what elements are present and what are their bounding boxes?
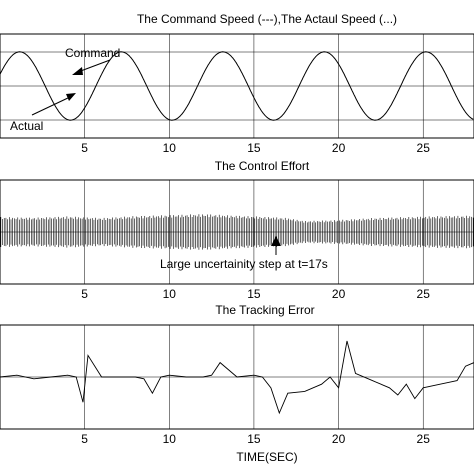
panel1-arrowhead-command — [72, 67, 83, 75]
panel1-xtick-label: 25 — [417, 141, 431, 155]
panel2-arrowhead — [271, 236, 281, 246]
panel3-error-line — [0, 340, 474, 415]
panel2-xtick-label: 25 — [417, 287, 431, 301]
panel3-xlabel: TIME(SEC) — [236, 450, 297, 464]
panel3-frame — [0, 324, 474, 430]
panel1-frame — [0, 33, 474, 139]
panel1-grid — [0, 34, 474, 138]
panel3-xticks: 5 10 15 20 25 — [81, 432, 430, 446]
panel1-xtick-label: 15 — [247, 141, 261, 155]
panel2-title: The Control Effort — [215, 159, 310, 173]
panel2-xticks: 5 10 15 20 25 — [81, 287, 430, 301]
panel1-arrowhead-actual — [66, 93, 76, 101]
panel3-xtick-label: 20 — [332, 432, 346, 446]
panel1-annotation-command: Command — [65, 46, 120, 60]
panel1-plot — [0, 33, 474, 139]
panel3-plot — [0, 324, 474, 430]
panel3-xtick-label: 15 — [247, 432, 261, 446]
panel3-xtick-label: 10 — [163, 432, 177, 446]
panel2-xtick-label: 20 — [332, 287, 346, 301]
panel2-annotation: Large uncertainity step at t=17s — [160, 257, 328, 271]
panel1-annotation-actual: Actual — [10, 119, 43, 133]
panel1-xtick-label: 20 — [332, 141, 346, 155]
panel1-arrow-actual — [31, 96, 71, 116]
panel1-arrow-command — [77, 59, 111, 73]
panel3-xtick-label: 5 — [81, 432, 88, 446]
panel1-title: The Command Speed (---),The Actaul Speed… — [137, 12, 397, 26]
panel2-xtick-label: 15 — [247, 287, 261, 301]
panel3-title: The Tracking Error — [215, 303, 314, 317]
panel2-effort-signal — [0, 214, 474, 250]
panel1-xtick-label: 5 — [81, 141, 88, 155]
panel3-xtick-label: 25 — [417, 432, 431, 446]
panel2-xtick-label: 10 — [163, 287, 177, 301]
panel2-xtick-label: 5 — [81, 287, 88, 301]
panel2-frame — [0, 179, 474, 285]
panel1-xtick-label: 10 — [163, 141, 177, 155]
panel1-speed-line — [0, 51, 474, 121]
panel2-plot — [0, 179, 474, 285]
panel1-xticks: 5 10 15 20 25 — [81, 141, 430, 155]
